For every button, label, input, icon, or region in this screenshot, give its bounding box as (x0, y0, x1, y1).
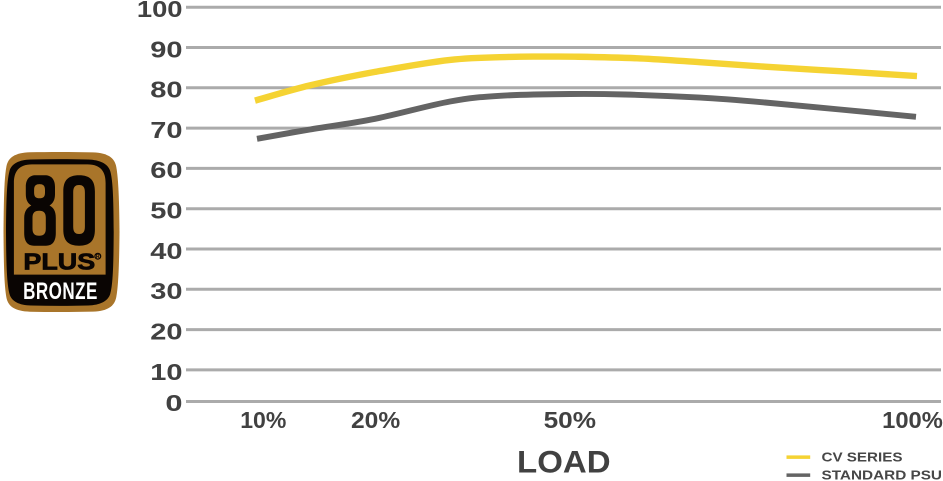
svg-text:50%: 50% (544, 408, 596, 433)
svg-text:40: 40 (150, 238, 182, 264)
svg-text:50: 50 (150, 197, 182, 223)
svg-text:10%: 10% (240, 407, 286, 433)
svg-text:100: 100 (137, 0, 183, 22)
svg-text:90: 90 (150, 36, 182, 62)
svg-text:30: 30 (150, 278, 182, 304)
svg-text:10: 10 (150, 359, 182, 385)
svg-text:20: 20 (150, 319, 182, 345)
svg-text:R: R (96, 254, 100, 260)
svg-text:60: 60 (150, 157, 182, 183)
svg-text:70: 70 (150, 117, 182, 143)
svg-text:80: 80 (150, 77, 182, 103)
svg-text:0: 0 (165, 390, 182, 416)
svg-text:STANDARD PSU: STANDARD PSU (822, 468, 943, 481)
svg-text:BRONZE: BRONZE (23, 278, 98, 305)
svg-text:20%: 20% (351, 408, 400, 434)
svg-text:CV SERIES: CV SERIES (822, 450, 903, 465)
svg-text:LOAD: LOAD (517, 444, 610, 479)
svg-text:100%: 100% (882, 407, 943, 433)
svg-text:PLUS: PLUS (23, 249, 95, 275)
